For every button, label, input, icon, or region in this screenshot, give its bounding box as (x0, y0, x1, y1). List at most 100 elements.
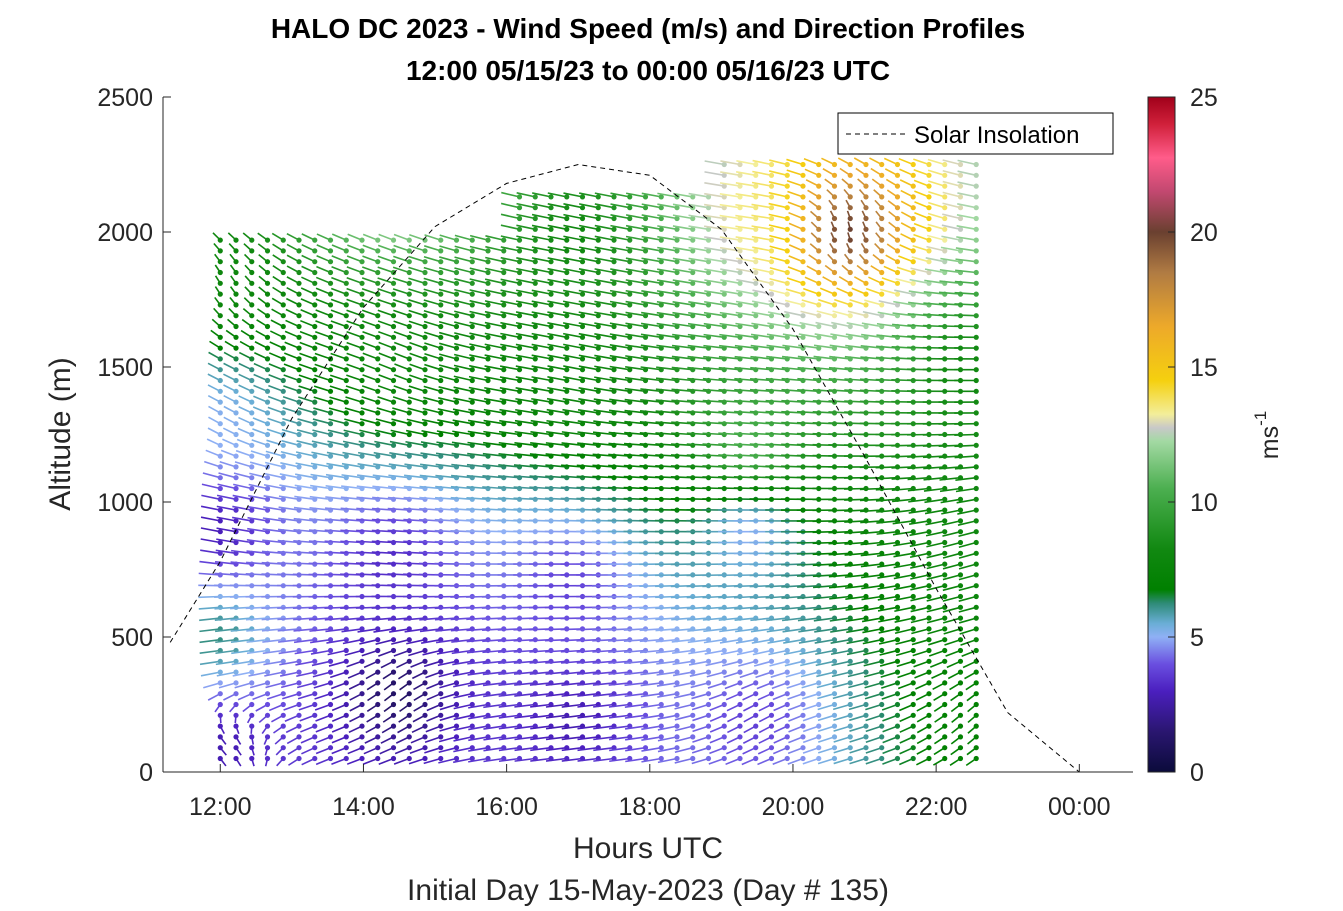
wind-barb-shaft (424, 746, 441, 754)
wind-barb-shaft (423, 299, 441, 306)
wind-barb-dot (359, 237, 365, 243)
wind-barb-dot (516, 291, 523, 297)
wind-barb-shaft (625, 214, 646, 220)
wind-barb-shaft (403, 617, 426, 621)
wind-barb-shaft (362, 233, 379, 241)
wind-barb-dot (942, 626, 948, 632)
wind-barb-shaft (362, 352, 379, 360)
wind-barb-dot (516, 215, 523, 222)
wind-barb-dot (863, 226, 869, 232)
wind-barb-shaft (265, 682, 284, 689)
wind-barb-shaft (425, 671, 442, 679)
wind-barb-shaft (577, 757, 599, 762)
wind-barb-dot (753, 259, 759, 265)
wind-barb-shaft (267, 406, 284, 414)
wind-barb-shaft (453, 736, 473, 742)
wind-barb-dot (784, 647, 790, 654)
wind-barb-shaft (295, 451, 315, 457)
wind-barb-dot (863, 723, 869, 729)
wind-barb-shaft (277, 550, 300, 555)
wind-barb-shaft (468, 757, 489, 763)
wind-barb-dot (264, 669, 271, 675)
wind-barb-dot (926, 205, 932, 211)
wind-barb-shaft (609, 354, 630, 360)
wind-barb-dot (422, 745, 428, 751)
wind-barb-dot (375, 637, 381, 643)
wind-barb-dot (532, 356, 538, 362)
wind-barb-dot (343, 680, 349, 686)
wind-barb-shaft (329, 396, 347, 403)
wind-barb-dot (343, 712, 349, 718)
wind-barb-dot (422, 712, 428, 718)
wind-barb-dot (658, 701, 664, 708)
wind-barb-dot (217, 658, 223, 664)
wind-barb-dot (438, 755, 444, 762)
wind-barb-shaft (498, 757, 520, 763)
wind-barb-shaft (453, 757, 473, 764)
wind-barb-shaft (283, 385, 300, 393)
wind-barb-shaft (371, 529, 394, 533)
wind-barb-dot (264, 680, 271, 686)
wind-barb-dot (280, 237, 286, 243)
wind-barb-dot (343, 323, 349, 330)
wind-barb-shaft (278, 649, 300, 655)
wind-barb-dot (296, 723, 302, 729)
wind-barb-shaft (515, 289, 536, 295)
wind-barb-shaft (483, 757, 504, 763)
wind-barb-dot (800, 734, 806, 740)
wind-barb-dot (548, 334, 554, 340)
wind-barb-shaft (328, 418, 347, 425)
wind-barb-dot (926, 734, 932, 740)
wind-barb-dot (327, 691, 334, 697)
wind-barb-shaft (264, 671, 284, 677)
wind-barb-shaft (560, 486, 583, 490)
wind-barb-dot (312, 248, 318, 254)
wind-barb-dot (658, 302, 664, 308)
wind-barb-shaft (674, 746, 693, 753)
wind-barb-shaft (199, 560, 221, 565)
wind-barb-dot (312, 237, 318, 243)
wind-barb-shaft (314, 363, 331, 371)
wind-barb-shaft (438, 397, 457, 403)
wind-barb-dot (721, 755, 727, 762)
wind-barb-shaft (641, 257, 662, 263)
wind-barb-dot (879, 205, 885, 211)
wind-barb-shaft (592, 671, 615, 675)
wind-barb-dot (312, 691, 318, 697)
wind-barb-dot (390, 734, 397, 740)
wind-barb-shaft (452, 419, 473, 425)
wind-barb-dot (264, 377, 271, 384)
wind-barb-shaft (346, 757, 363, 765)
wind-barb-dot (516, 259, 523, 265)
wind-barb-dot (564, 194, 570, 200)
wind-barb-dot (217, 259, 223, 265)
wind-barb-dot (705, 259, 712, 265)
wind-barb-shaft (594, 224, 615, 231)
wind-barb-shaft (310, 638, 331, 644)
wind-barb-dot (264, 345, 271, 351)
wind-barb-dot (422, 680, 428, 686)
wind-barb-dot (312, 647, 318, 654)
wind-barb-dot (343, 755, 349, 762)
wind-barb-dot (800, 280, 806, 286)
wind-barb-dot (768, 723, 775, 729)
wind-barb-shaft (329, 385, 347, 393)
wind-barb-dot (926, 529, 932, 535)
wind-barb-shaft (641, 725, 662, 731)
wind-barb-dot (847, 269, 853, 276)
wind-barb-shaft (387, 540, 410, 544)
wind-barb-shaft (264, 472, 284, 479)
wind-barb-dot (233, 431, 239, 438)
wind-barb-dot (359, 388, 365, 394)
wind-barb-dot (453, 723, 460, 729)
wind-barb-dot (469, 356, 475, 362)
wind-barb-dot (390, 280, 397, 286)
wind-barb-shaft (625, 355, 646, 360)
wind-barb-dot (721, 712, 727, 718)
wind-barb-shaft (340, 496, 363, 501)
wind-barb-dot (217, 723, 223, 729)
wind-barb-shaft (657, 746, 678, 753)
wind-barb-shaft (484, 321, 504, 328)
wind-barb-dot (800, 237, 806, 243)
wind-barb-dot (926, 226, 932, 232)
